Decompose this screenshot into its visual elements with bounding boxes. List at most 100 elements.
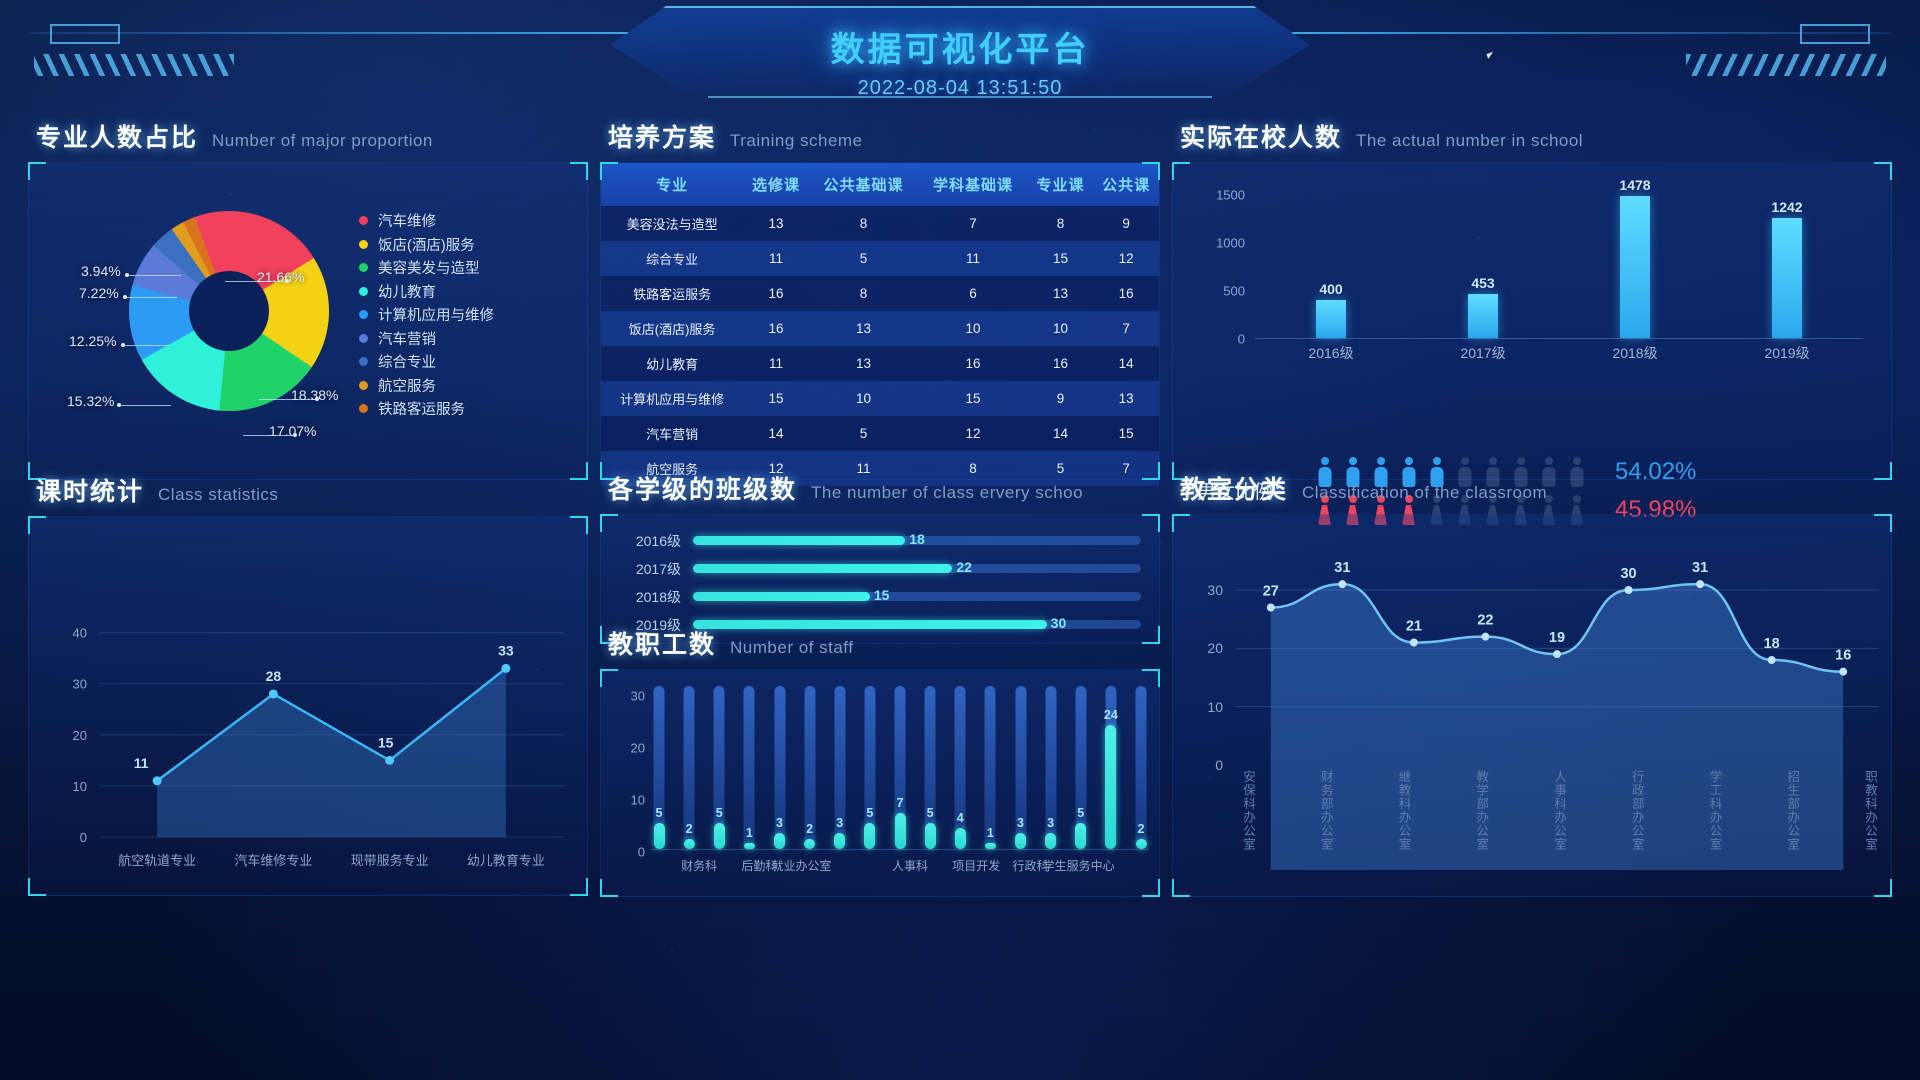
staff-bar-column[interactable]: 5: [651, 686, 667, 849]
staff-bar-column[interactable]: 1: [982, 686, 998, 849]
panel-body: 21.66% 18.38% 17.07% 15.32% 12.25% 7.22% 3.94%…: [28, 162, 588, 480]
area-value-label: 31: [1334, 560, 1350, 576]
table-row[interactable]: 美容没法与造型 13 8 7 8 9: [601, 206, 1159, 241]
x-axis-labels: 财务科 后勤科 就业办公室 人事科 项目开发 行政科 学生服务中心: [651, 857, 1149, 874]
staff-bar-column[interactable]: 24: [1103, 686, 1119, 849]
header-left-decoration: [28, 24, 628, 76]
line-data-point[interactable]: [152, 776, 162, 786]
area-data-point[interactable]: [1839, 667, 1848, 676]
staff-bar-column[interactable]: 2: [1133, 686, 1149, 849]
staff-bar-column[interactable]: 5: [1073, 686, 1089, 849]
table-row[interactable]: 计算机应用与维修 15 10 15 9 13: [601, 381, 1159, 416]
staff-bar-column[interactable]: 5: [711, 686, 727, 849]
x-axis-tick-label: 行政科: [1012, 859, 1049, 873]
staff-bar-column[interactable]: 5: [922, 686, 938, 849]
legend-item[interactable]: 航空服务: [359, 374, 494, 398]
table-cell: 14: [1052, 426, 1068, 441]
table-cell: 9: [1056, 391, 1065, 406]
grade-bar-row[interactable]: 2016级 18: [619, 529, 1141, 552]
area-value-label: 31: [1692, 560, 1708, 576]
bar-column[interactable]: 1242: [1753, 199, 1821, 338]
area-data-point[interactable]: [1696, 580, 1705, 589]
x-axis-tick-label: [711, 857, 727, 874]
table-cell: 15: [965, 391, 981, 406]
grade-bar-row[interactable]: 2018级 15: [619, 585, 1141, 608]
panel-header: 培养方案 Training scheme: [600, 118, 1160, 154]
staff-bar-column[interactable]: 2: [802, 686, 818, 849]
table-column-header: 选修课: [743, 163, 809, 206]
panel-title-cn: 教室分类: [1180, 476, 1289, 504]
table-row[interactable]: 饭店(酒店)服务 16 13 10 10 7: [601, 311, 1159, 346]
staff-bar-fill: [1075, 823, 1087, 849]
pie-leader-dot: [315, 397, 319, 401]
area-data-point[interactable]: [1767, 656, 1776, 664]
pie-leader-line: [125, 345, 169, 346]
female-person-icon: [1513, 495, 1528, 525]
x-axis-tick-label: 学工科办公室: [1707, 770, 1722, 851]
legend-item[interactable]: 汽车维修: [359, 209, 494, 233]
table-column-header: 公共基础课: [808, 163, 919, 206]
table-cell: 14: [768, 426, 784, 441]
table-row[interactable]: 铁路客运服务 16 8 6 13 16: [601, 276, 1159, 311]
staff-bar-fill: [1135, 838, 1147, 849]
staff-bar-track: [1015, 686, 1026, 849]
x-axis-labels: 2016级 2017级 2018级 2019级: [1255, 343, 1863, 363]
table-cell: 12: [1118, 251, 1134, 266]
staff-bar-column[interactable]: 3: [1013, 686, 1029, 849]
legend-label: 计算机应用与维修: [378, 308, 494, 325]
bar-column[interactable]: 400: [1297, 281, 1365, 338]
staff-bar-column[interactable]: 2: [681, 686, 697, 849]
y-axis-tick: 30: [73, 677, 87, 692]
area-data-point[interactable]: [1553, 650, 1561, 659]
staff-bar-fill: [924, 823, 936, 849]
legend-item[interactable]: 铁路客运服务: [359, 397, 494, 421]
legend-item[interactable]: 美容美发与造型: [359, 256, 494, 280]
female-person-icon: [1485, 495, 1500, 525]
pie-slice-label: 12.25%: [69, 333, 117, 349]
staff-bar-column[interactable]: 3: [832, 686, 848, 849]
area-data-point[interactable]: [1481, 632, 1490, 641]
table-row[interactable]: 航空服务 12 11 8 5 7: [601, 451, 1159, 486]
line-data-point[interactable]: [268, 689, 278, 699]
area-data-point[interactable]: [1624, 586, 1633, 594]
panel-body: 0 500 1000 1500 400 453 1478 1242 2016级 2017级 20…: [1172, 162, 1892, 525]
staff-bar-column[interactable]: 3: [772, 686, 788, 849]
panel-title-en: Number of major proportion: [212, 131, 433, 150]
pie-leader-dot: [125, 273, 129, 277]
area-data-point[interactable]: [1409, 638, 1418, 647]
staff-bar-column[interactable]: 4: [952, 686, 968, 849]
female-ratio-row: 45.98%: [1317, 491, 1696, 529]
bar-column[interactable]: 453: [1449, 275, 1517, 338]
bar-column[interactable]: 1478: [1601, 177, 1669, 338]
staff-bar-column[interactable]: 3: [1043, 686, 1059, 849]
legend-item[interactable]: 幼儿教育: [359, 280, 494, 304]
panel-title-cn: 培养方案: [608, 124, 717, 152]
area-data-point[interactable]: [1338, 580, 1347, 589]
panel-header: 实际在校人数 The actual number in school: [1172, 118, 1892, 154]
legend-item[interactable]: 综合专业: [359, 350, 494, 374]
staff-bar-column[interactable]: 5: [862, 686, 878, 849]
legend-item[interactable]: 计算机应用与维修: [359, 303, 494, 327]
staff-bar-fill: [774, 833, 785, 849]
x-axis-tick-label: [651, 857, 667, 874]
grade-bar-row[interactable]: 2017级 22: [619, 557, 1141, 580]
staff-bar-value: 24: [1103, 707, 1118, 722]
grade-bar-row[interactable]: 2019级 30: [619, 613, 1141, 636]
gender-ratio-label: 男女比例：: [1197, 482, 1293, 503]
table-row[interactable]: 汽车营销 14 5 12 14 15: [601, 416, 1159, 451]
staff-bar-column[interactable]: 1: [741, 686, 757, 849]
bar: [1620, 195, 1650, 338]
table-row[interactable]: 幼儿教育 11 13 16 16 14: [601, 346, 1159, 381]
legend-item[interactable]: 汽车营销: [359, 327, 494, 351]
line-data-point[interactable]: [385, 755, 395, 765]
line-data-point[interactable]: [501, 663, 511, 673]
table-cell: 5: [859, 426, 868, 441]
legend-item[interactable]: 饭店(酒店)服务: [359, 233, 494, 257]
table-cell: 16: [965, 356, 981, 371]
area-fill: [1270, 584, 1844, 870]
pie-slice-label: 18.38%: [291, 387, 339, 403]
panel-title-en: The actual number in school: [1356, 131, 1584, 150]
table-row[interactable]: 综合专业 11 5 11 15 12: [601, 241, 1159, 276]
staff-bar-column[interactable]: 7: [892, 686, 908, 849]
area-data-point[interactable]: [1266, 603, 1275, 612]
